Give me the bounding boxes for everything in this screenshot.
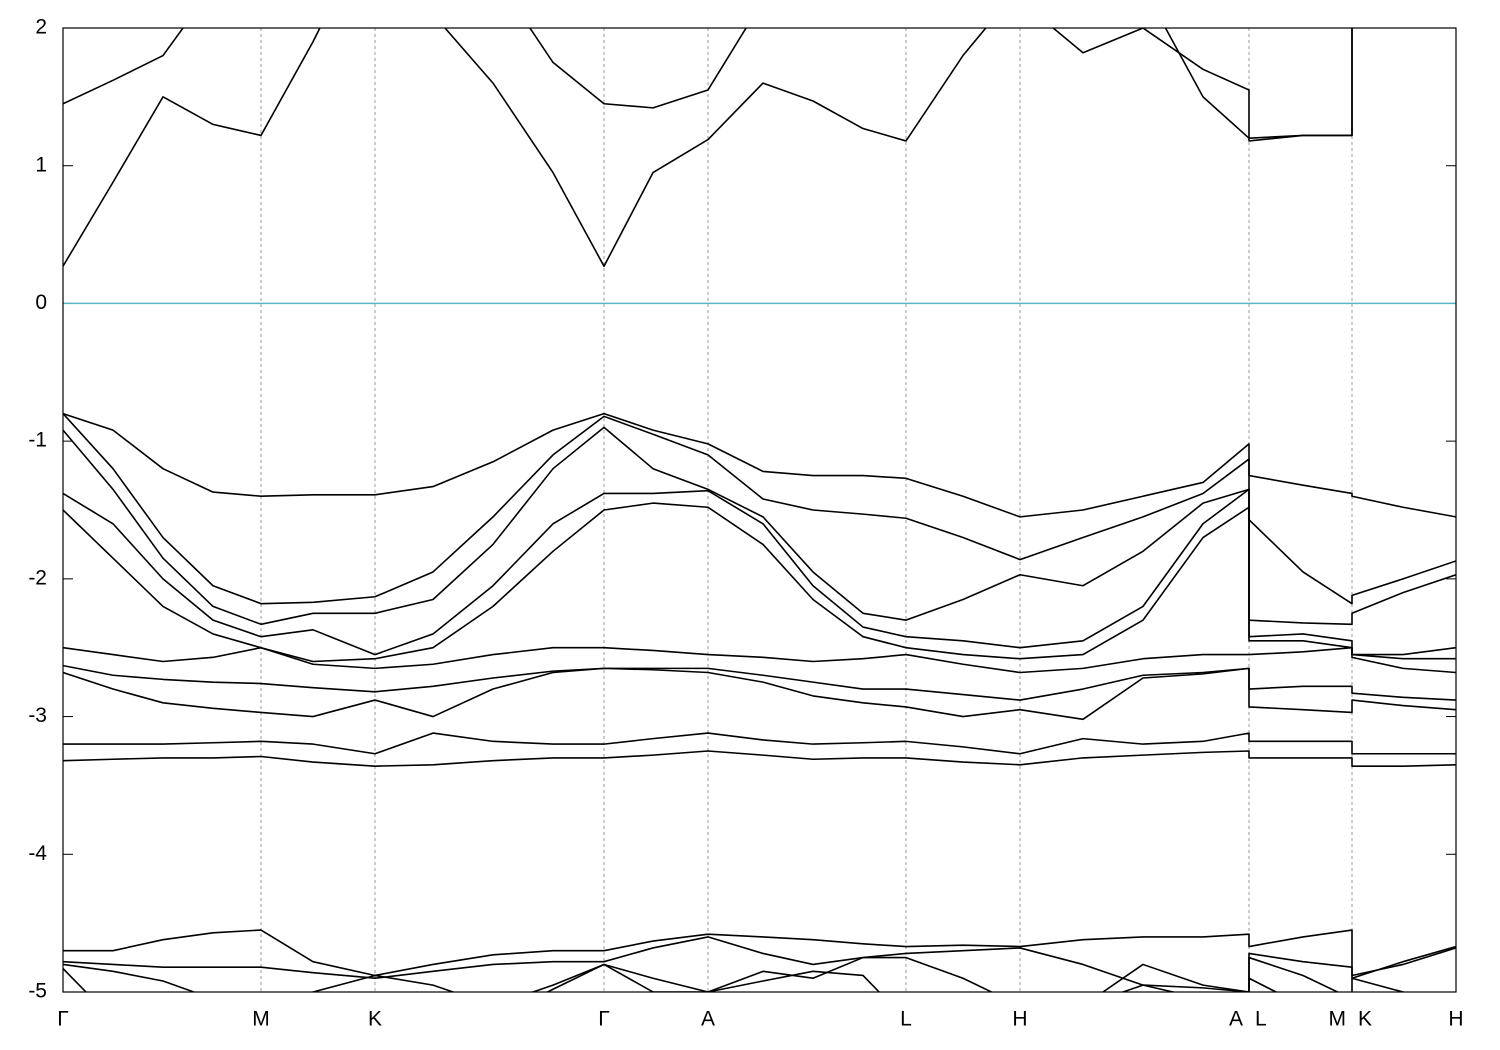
band-line	[63, 664, 1456, 701]
band-line	[63, 413, 1456, 605]
y-tick-label: 2	[35, 16, 47, 39]
y-tick-label: 1	[35, 153, 47, 176]
band-line	[63, 963, 1278, 992]
y-tick-label: -5	[28, 980, 47, 1003]
x-tick-label: L	[900, 1008, 912, 1031]
x-tick-label: Γ	[598, 1008, 610, 1031]
y-tick-label: -2	[28, 566, 47, 589]
y-tick-label: -1	[28, 429, 47, 452]
band-line	[63, 412, 1456, 518]
x-tick-label: H	[1012, 1008, 1027, 1031]
band-line	[63, 936, 1456, 992]
x-tick-label: K	[1358, 1008, 1372, 1031]
y-tick-label: -3	[28, 704, 47, 727]
band-line	[63, 667, 1456, 721]
bands	[63, 28, 1456, 992]
x-tick-label: K	[368, 1008, 382, 1031]
band-line	[63, 750, 1456, 767]
band-line	[63, 646, 1456, 674]
x-tick-label: M	[252, 1008, 270, 1031]
x-tick-label: L	[1255, 1008, 1267, 1031]
band-line	[63, 488, 1456, 656]
band-line	[63, 426, 1456, 626]
band-line	[63, 732, 1456, 755]
y-tick-label: -4	[28, 842, 47, 865]
x-tick-label: M	[1329, 1008, 1347, 1031]
x-tick-label: H	[1448, 1008, 1463, 1031]
band-line	[63, 956, 1407, 992]
y-tick-label: 0	[35, 291, 47, 314]
band-line	[63, 28, 1353, 268]
x-tick-label: Γ	[57, 1008, 69, 1031]
x-tick-label: A	[1229, 1008, 1243, 1031]
band-line	[63, 502, 1456, 663]
x-tick-label: A	[701, 1008, 715, 1031]
band-line	[63, 28, 1353, 139]
plot-border	[62, 27, 1457, 993]
band-line	[63, 929, 1456, 980]
